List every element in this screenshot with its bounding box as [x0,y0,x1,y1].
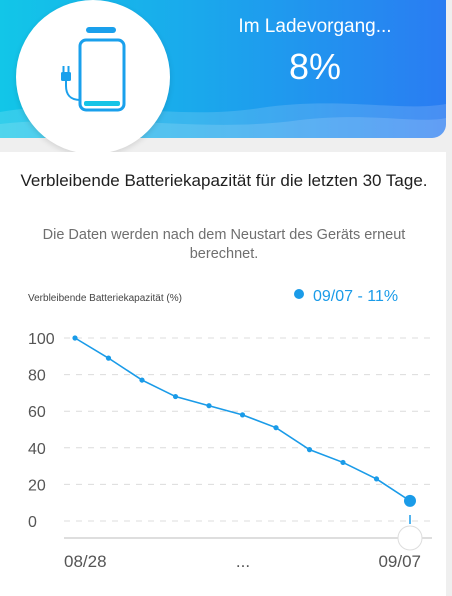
capacity-card: Verbleibende Batteriekapazität für die l… [0,152,446,596]
series-line [74,337,411,502]
y-axis-label: Verbleibende Batteriekapazität (%) [28,293,182,304]
legend-label: 09/07 - 11% [313,288,398,305]
battery-charging-icon [61,27,126,112]
battery-percent: 8% [288,46,342,87]
charging-status-label: Im Ladevorgang... [238,16,392,37]
data-point [206,403,212,409]
scrubber-handle[interactable] [397,525,423,551]
y-tick-label: 60 [28,404,46,421]
y-tick-label: 40 [28,441,46,458]
data-point [172,393,179,400]
y-tick-label: 80 [28,368,46,385]
card-subtitle: Die Daten werden nach dem Neustart des G… [42,227,406,262]
data-point [373,476,380,482]
y-tick-label: 100 [28,331,55,348]
data-point [239,412,246,418]
x-tick-label: ... [236,552,250,571]
data-point [72,335,78,341]
y-tick-label: 0 [28,514,37,531]
data-point [139,377,145,383]
card-title: Verbleibende Batteriekapazität für die l… [20,171,428,190]
battery-icon-circle [16,0,170,154]
x-tick-label: 09/07 [378,552,421,571]
highlight-point[interactable] [404,494,416,507]
legend-dot [294,289,304,299]
x-tick-label: 08/28 [64,552,107,571]
data-point [273,425,279,431]
y-tick-label: 20 [28,477,46,494]
data-point [306,447,313,453]
data-point [105,355,112,361]
data-point [340,459,346,466]
